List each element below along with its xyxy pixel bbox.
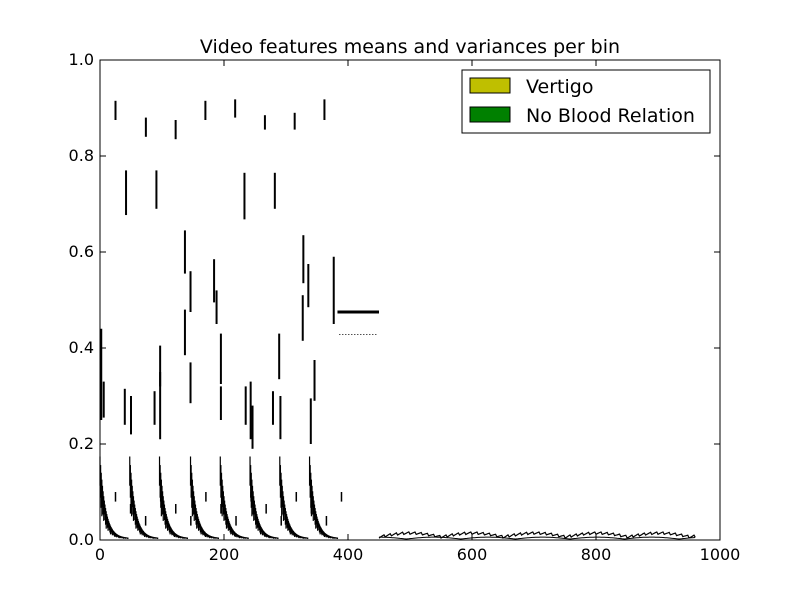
tail-low-values	[378, 531, 696, 540]
x-tick-label: 1000	[700, 545, 741, 564]
legend-swatch-no-blood-relation	[469, 106, 511, 123]
series-segments	[100, 99, 335, 449]
y-tick-label: 0.2	[69, 434, 94, 453]
plot-area	[99, 59, 721, 541]
chart-title: Video features means and variances per b…	[200, 36, 620, 58]
x-axis: 0 200 400 600 800 1000	[95, 60, 740, 564]
y-tick-label: 0.4	[69, 338, 94, 357]
x-tick-label: 600	[457, 545, 488, 564]
x-tick-label: 200	[209, 545, 240, 564]
y-tick-label: 0.6	[69, 242, 94, 261]
dense-variance-marks	[99, 310, 379, 540]
plot-background	[100, 60, 720, 540]
y-tick-label: 1.0	[69, 50, 94, 69]
legend-label-no-blood-relation: No Blood Relation	[526, 105, 695, 127]
legend-swatch-vertigo	[469, 77, 511, 94]
legend-label-vertigo: Vertigo	[526, 76, 593, 98]
tail-line	[379, 536, 696, 540]
legend: Vertigo No Blood Relation	[461, 69, 711, 134]
tail-line	[378, 531, 696, 539]
x-tick-label: 800	[581, 545, 612, 564]
plot-frame	[99, 59, 721, 541]
y-axis: 0.0 0.2 0.4 0.6 0.8 1.0	[69, 50, 720, 549]
y-tick-label: 0.0	[69, 530, 94, 549]
x-tick-label: 400	[333, 545, 364, 564]
x-tick-label: 0	[95, 545, 105, 564]
y-tick-label: 0.8	[69, 146, 94, 165]
